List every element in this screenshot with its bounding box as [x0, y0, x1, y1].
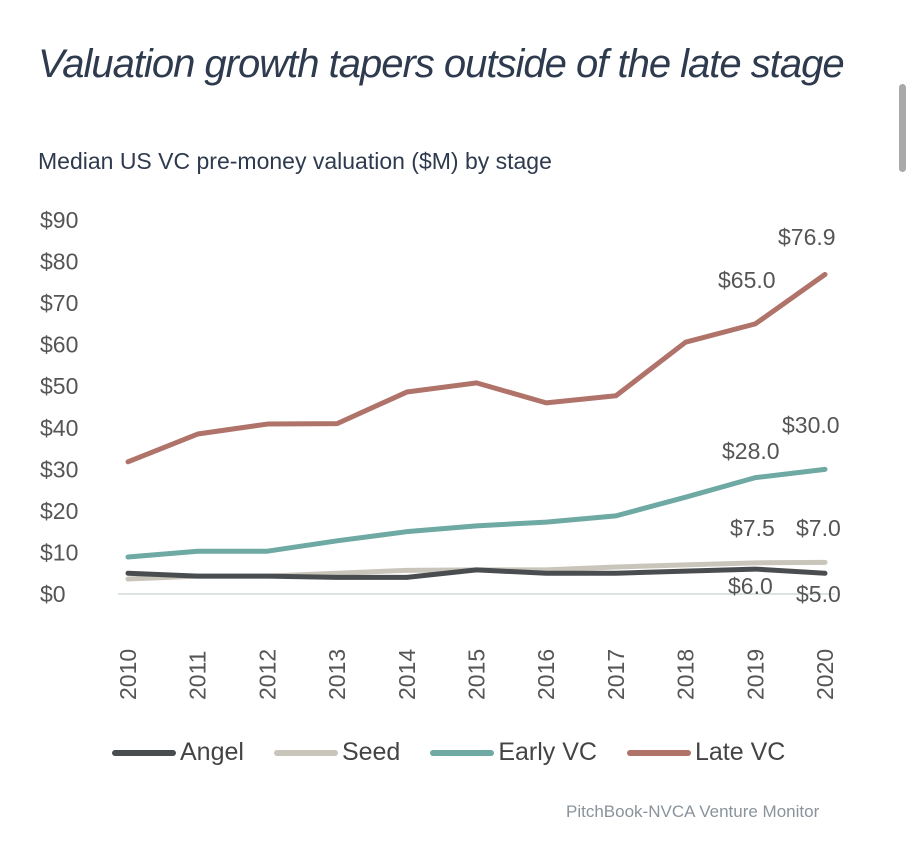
y-tick-label: $20 — [40, 498, 78, 524]
y-tick-label: $10 — [40, 539, 78, 565]
legend-item: Early VC — [430, 738, 597, 767]
y-tick-label: $50 — [40, 373, 78, 399]
x-tick-label: 2011 — [185, 651, 211, 700]
x-tick-label: 2013 — [324, 649, 350, 700]
legend-swatch — [273, 749, 338, 756]
x-tick-label: 2015 — [464, 649, 490, 700]
data-label: $7.5 — [730, 515, 775, 541]
x-tick-label: 2017 — [603, 649, 629, 700]
data-label: $6.0 — [728, 573, 773, 599]
legend-item: Seed — [273, 738, 401, 767]
x-tick-label: 2012 — [254, 649, 280, 700]
source-note: PitchBook-NVCA Venture Monitor — [566, 802, 820, 821]
y-tick-label: $30 — [40, 456, 78, 482]
legend: Angel Seed Early VC Late VC — [112, 738, 815, 767]
y-tick-label: $40 — [40, 415, 78, 441]
data-label: $30.0 — [782, 412, 840, 438]
x-tick-label: 2010 — [115, 649, 141, 700]
legend-swatch — [112, 749, 176, 756]
chart-subtitle: Median US VC pre-money valuation ($M) by… — [38, 148, 552, 174]
data-label: $5.0 — [796, 581, 841, 607]
legend-swatch — [430, 749, 495, 756]
legend-label: Seed — [341, 738, 401, 766]
y-tick-label: $80 — [40, 249, 78, 275]
data-label: $65.0 — [718, 267, 776, 293]
y-tick-label: $0 — [40, 581, 66, 607]
series-line-late-vc — [125, 271, 828, 465]
legend-label: Late VC — [694, 738, 786, 766]
chart-title: Valuation growth tapers outside of the l… — [38, 42, 845, 86]
legend-label: Early VC — [498, 738, 597, 766]
y-tick-label: $60 — [40, 332, 78, 358]
y-tick-label: $90 — [40, 207, 78, 233]
legend-swatch — [626, 749, 691, 756]
y-tick-label: $70 — [40, 290, 78, 316]
data-label: $7.0 — [796, 515, 841, 541]
x-tick-label: 2019 — [742, 649, 768, 700]
legend-item: Angel — [112, 738, 244, 767]
x-tick-label: 2020 — [812, 649, 838, 700]
data-label: $28.0 — [722, 438, 780, 464]
x-tick-label: 2018 — [673, 649, 699, 700]
data-label: $76.9 — [778, 224, 836, 250]
scrollbar[interactable] — [899, 84, 906, 172]
series-line-early-vc — [125, 466, 828, 560]
legend-item: Late VC — [626, 738, 786, 767]
x-tick-label: 2014 — [394, 649, 420, 700]
legend-label: Angel — [180, 738, 244, 766]
series-line-angel — [125, 566, 828, 580]
x-tick-label: 2016 — [533, 649, 559, 700]
